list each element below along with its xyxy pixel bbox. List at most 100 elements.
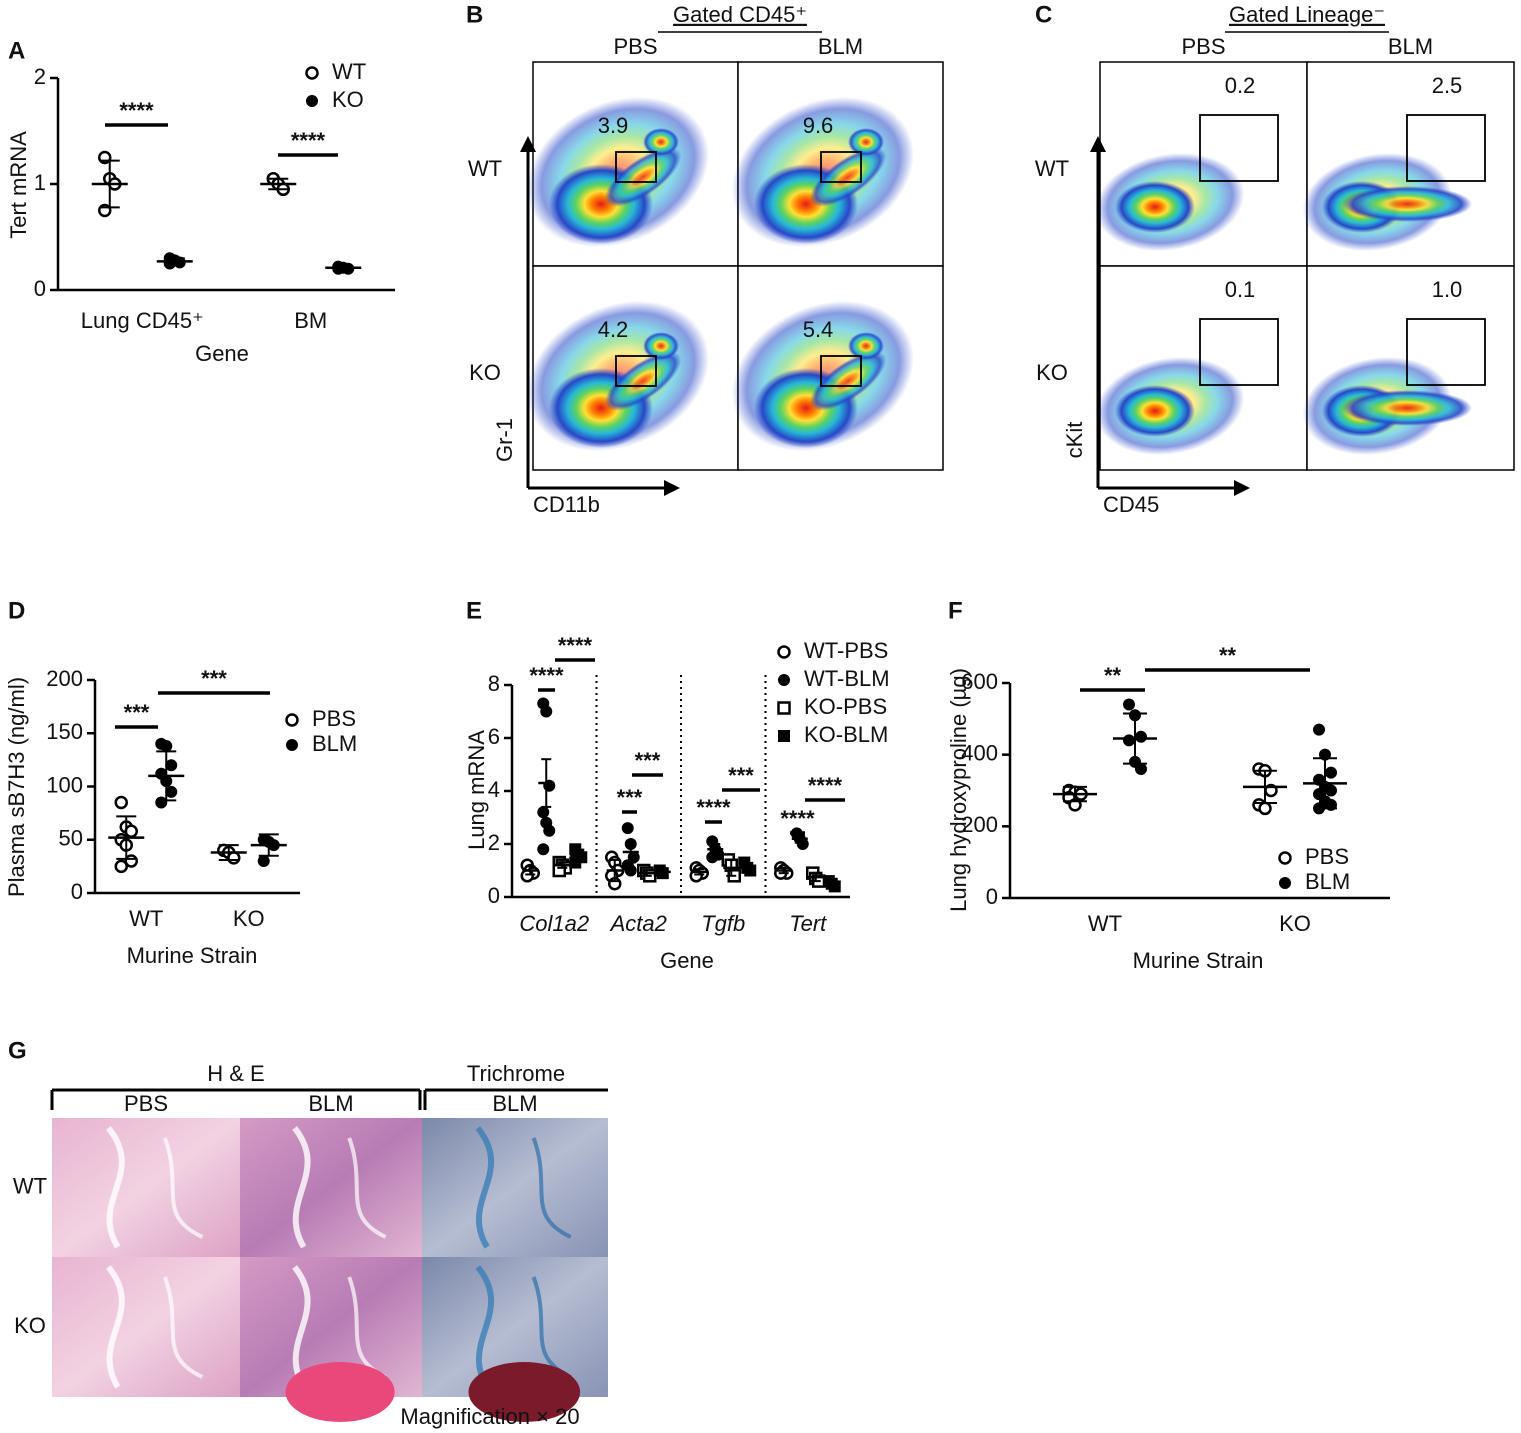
significance-label: ** (1219, 643, 1237, 668)
density-plot (604, 351, 682, 411)
y-tick-label: 200 (961, 812, 998, 837)
significance-label: *** (201, 666, 227, 691)
data-point (163, 257, 176, 270)
arrow-head (1090, 136, 1106, 152)
data-point (537, 843, 550, 856)
density-plot (848, 332, 884, 360)
gate (615, 355, 657, 387)
panel-label: F (948, 597, 963, 624)
data-point (160, 740, 173, 753)
legend-label: WT-PBS (804, 638, 888, 663)
legend-marker (778, 674, 790, 686)
significance-label: **** (291, 128, 326, 153)
y-axis-label: Lung hydroxyproline (µg) (946, 668, 971, 912)
legend-marker (778, 730, 790, 742)
column-label: PBS (1181, 34, 1225, 59)
data-point (257, 855, 270, 868)
legend-marker (777, 645, 791, 659)
gate-percentage: 2.5 (1432, 73, 1463, 98)
caption: Magnification × 20 (400, 1404, 579, 1429)
airway (162, 1137, 204, 1239)
legend-label: PBS (1305, 844, 1349, 869)
legend-label: PBS (312, 706, 356, 731)
data-point (1135, 763, 1147, 775)
group-label: Trichrome (467, 1061, 565, 1086)
density-plot (1115, 181, 1195, 233)
significance-label: **** (808, 773, 843, 798)
significance-label: **** (780, 806, 815, 831)
y-axis-label: Tert mRNA (6, 131, 31, 239)
significance-label: *** (728, 763, 754, 788)
x-tick-label: Tgfb (701, 911, 745, 936)
row-label: KO (1036, 360, 1068, 385)
density-plot (1115, 385, 1195, 437)
data-point (1325, 784, 1337, 797)
y-tick-label: 200 (46, 666, 83, 691)
gate-percentage: 3.9 (598, 113, 629, 138)
x-axis-label: CD45 (1103, 492, 1159, 517)
legend-label: KO (332, 87, 364, 112)
y-tick-label: 100 (46, 772, 83, 797)
y-tick-label: 2 (34, 64, 46, 89)
significance-label: *** (124, 700, 150, 725)
density-plot (1342, 390, 1472, 426)
y-tick-label: 0 (986, 884, 998, 909)
data-point (1258, 801, 1272, 816)
gate-percentage: 9.6 (803, 113, 834, 138)
gate-percentage: 1.0 (1432, 277, 1463, 302)
y-tick-label: 4 (488, 777, 500, 802)
y-tick-label: 0 (488, 883, 500, 908)
x-tick-label: Tert (789, 911, 827, 936)
y-tick-label: 0 (34, 276, 46, 301)
density-plot (809, 147, 887, 207)
y-axis-label: Gr-1 (492, 418, 517, 462)
arrow-head (664, 480, 680, 496)
row-label: KO (469, 360, 501, 385)
y-tick-label: 1 (34, 170, 46, 195)
data-point (165, 759, 178, 772)
data-point (165, 785, 178, 798)
data-point (624, 864, 637, 877)
panel-label: E (466, 597, 482, 624)
y-tick-label: 2 (488, 830, 500, 855)
x-tick-label: KO (1279, 911, 1311, 936)
legend-marker (1279, 877, 1291, 889)
flow-title: Gated CD45⁺ (673, 2, 807, 27)
legend-marker (285, 713, 299, 727)
x-axis-label: CD11b (533, 492, 600, 517)
data-point (537, 806, 550, 819)
data-point (155, 796, 168, 809)
significance-label: *** (617, 785, 643, 810)
legend-marker (306, 95, 318, 107)
airway (292, 1126, 311, 1249)
gate-percentage: 5.4 (803, 317, 834, 342)
x-axis-label: Murine Strain (1133, 948, 1264, 973)
y-axis-label: cKit (1062, 422, 1087, 459)
gate (1199, 318, 1279, 386)
group-label: H & E (207, 1061, 264, 1086)
legend-label: BLM (312, 731, 357, 756)
density-plot (643, 128, 679, 156)
column-label: BLM (492, 1091, 537, 1116)
y-axis-label: Plasma sB7H3 (ng/ml) (4, 677, 29, 897)
gate (1199, 114, 1279, 182)
histology-image (52, 1257, 240, 1397)
x-tick-label: WT (1088, 911, 1122, 936)
airway (475, 1126, 495, 1249)
data-point (621, 822, 634, 835)
gate-percentage: 0.1 (1225, 277, 1256, 302)
x-axis-label: Gene (195, 341, 249, 366)
gate (1406, 114, 1486, 182)
density-plot (1342, 186, 1472, 222)
column-label: PBS (613, 34, 657, 59)
gate (1406, 318, 1486, 386)
airway (347, 1137, 387, 1239)
histology-image (422, 1118, 608, 1257)
y-tick-label: 600 (961, 669, 998, 694)
density-plot (643, 332, 679, 360)
column-label: BLM (1388, 34, 1433, 59)
y-tick-label: 8 (488, 671, 500, 696)
y-tick-label: 0 (71, 879, 83, 904)
x-tick-label: KO (233, 906, 265, 931)
data-point (124, 824, 138, 838)
